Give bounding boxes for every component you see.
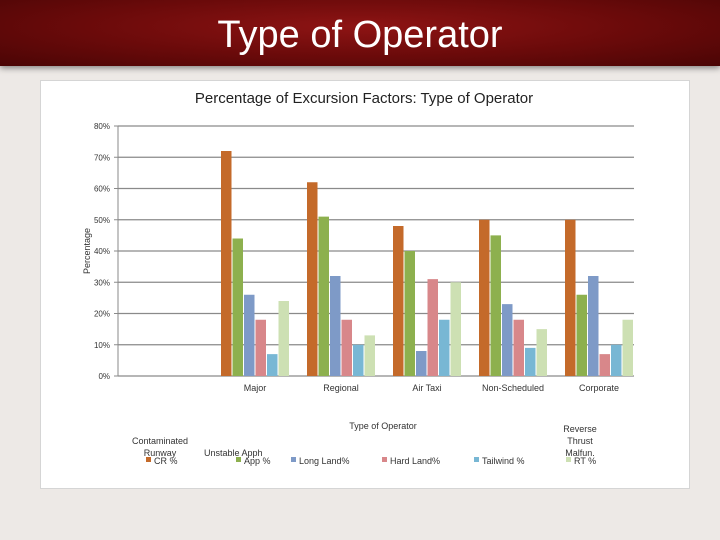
bar-regional-5 (364, 335, 375, 376)
legend-series-name-5: RT % (574, 456, 596, 466)
y-tick-label: 50% (94, 216, 110, 225)
legend-swatch-1 (236, 457, 241, 462)
bar-regional-0 (307, 182, 318, 376)
chart-panel (40, 80, 690, 489)
bar-regional-2 (330, 276, 341, 376)
legend-label-5: Malfun. (565, 448, 595, 458)
y-tick-label: 0% (98, 372, 110, 381)
bar-non-scheduled-2 (502, 304, 513, 376)
legend-swatch-2 (291, 457, 296, 462)
chart-title: Percentage of Excursion Factors: Type of… (194, 90, 534, 107)
bar-air-taxi-3 (427, 279, 438, 376)
bar-corporate-1 (576, 294, 587, 376)
legend-swatch-4 (474, 457, 479, 462)
bar-non-scheduled-3 (513, 319, 524, 376)
slide-title: Type of Operator (217, 14, 503, 56)
bar-major-0 (221, 151, 232, 376)
legend-swatch-0 (146, 457, 151, 462)
bar-non-scheduled-5 (536, 329, 547, 376)
bar-major-5 (278, 301, 289, 376)
bar-regional-1 (318, 216, 329, 376)
y-tick-label: 70% (94, 153, 110, 162)
y-tick-label: 40% (94, 247, 110, 256)
bar-corporate-2 (588, 276, 599, 376)
bar-major-2 (244, 294, 255, 376)
bar-major-1 (232, 238, 243, 376)
bar-air-taxi-5 (450, 282, 461, 376)
x-axis-title: Type of Operator (349, 421, 417, 431)
bar-air-taxi-0 (393, 226, 404, 376)
bar-air-taxi-2 (416, 351, 427, 376)
legend-label-1: Unstable Apph (204, 448, 263, 458)
x-tick-label: Air Taxi (412, 383, 441, 393)
y-axis-title: Percentage (82, 228, 92, 274)
bar-corporate-4 (611, 344, 622, 376)
legend-series-name-4: Tailwind % (482, 456, 525, 466)
legend-swatch-5 (566, 457, 571, 462)
bar-air-taxi-1 (404, 251, 415, 376)
bar-corporate-5 (622, 319, 633, 376)
bar-regional-3 (341, 319, 352, 376)
legend-label-5: Reverse (563, 424, 597, 434)
bar-corporate-3 (599, 354, 610, 376)
legend-series-name-2: Long Land% (299, 456, 350, 466)
bar-major-3 (255, 319, 266, 376)
bar-non-scheduled-4 (525, 347, 536, 376)
bar-regional-4 (353, 344, 364, 376)
legend-label-0: Contaminated (132, 436, 188, 446)
bar-non-scheduled-0 (479, 219, 490, 376)
bar-air-taxi-4 (439, 319, 450, 376)
legend-series-name-3: Hard Land% (390, 456, 440, 466)
bar-corporate-0 (565, 219, 576, 376)
x-tick-label: Non-Scheduled (482, 383, 544, 393)
bar-non-scheduled-1 (490, 235, 501, 376)
legend-series-name-1: App % (244, 456, 271, 466)
legend-series-name-0: CR % (154, 456, 178, 466)
x-tick-label: Major (244, 383, 267, 393)
y-tick-label: 80% (94, 122, 110, 131)
x-tick-label: Regional (323, 383, 359, 393)
legend-label-0: Runway (144, 448, 177, 458)
title-banner (0, 0, 720, 66)
y-tick-label: 60% (94, 185, 110, 194)
legend-label-5: Thrust (567, 436, 593, 446)
y-tick-label: 10% (94, 341, 110, 350)
bar-major-4 (267, 354, 278, 376)
y-tick-label: 30% (94, 278, 110, 287)
legend-swatch-3 (382, 457, 387, 462)
x-tick-label: Corporate (579, 383, 619, 393)
y-tick-label: 20% (94, 310, 110, 319)
